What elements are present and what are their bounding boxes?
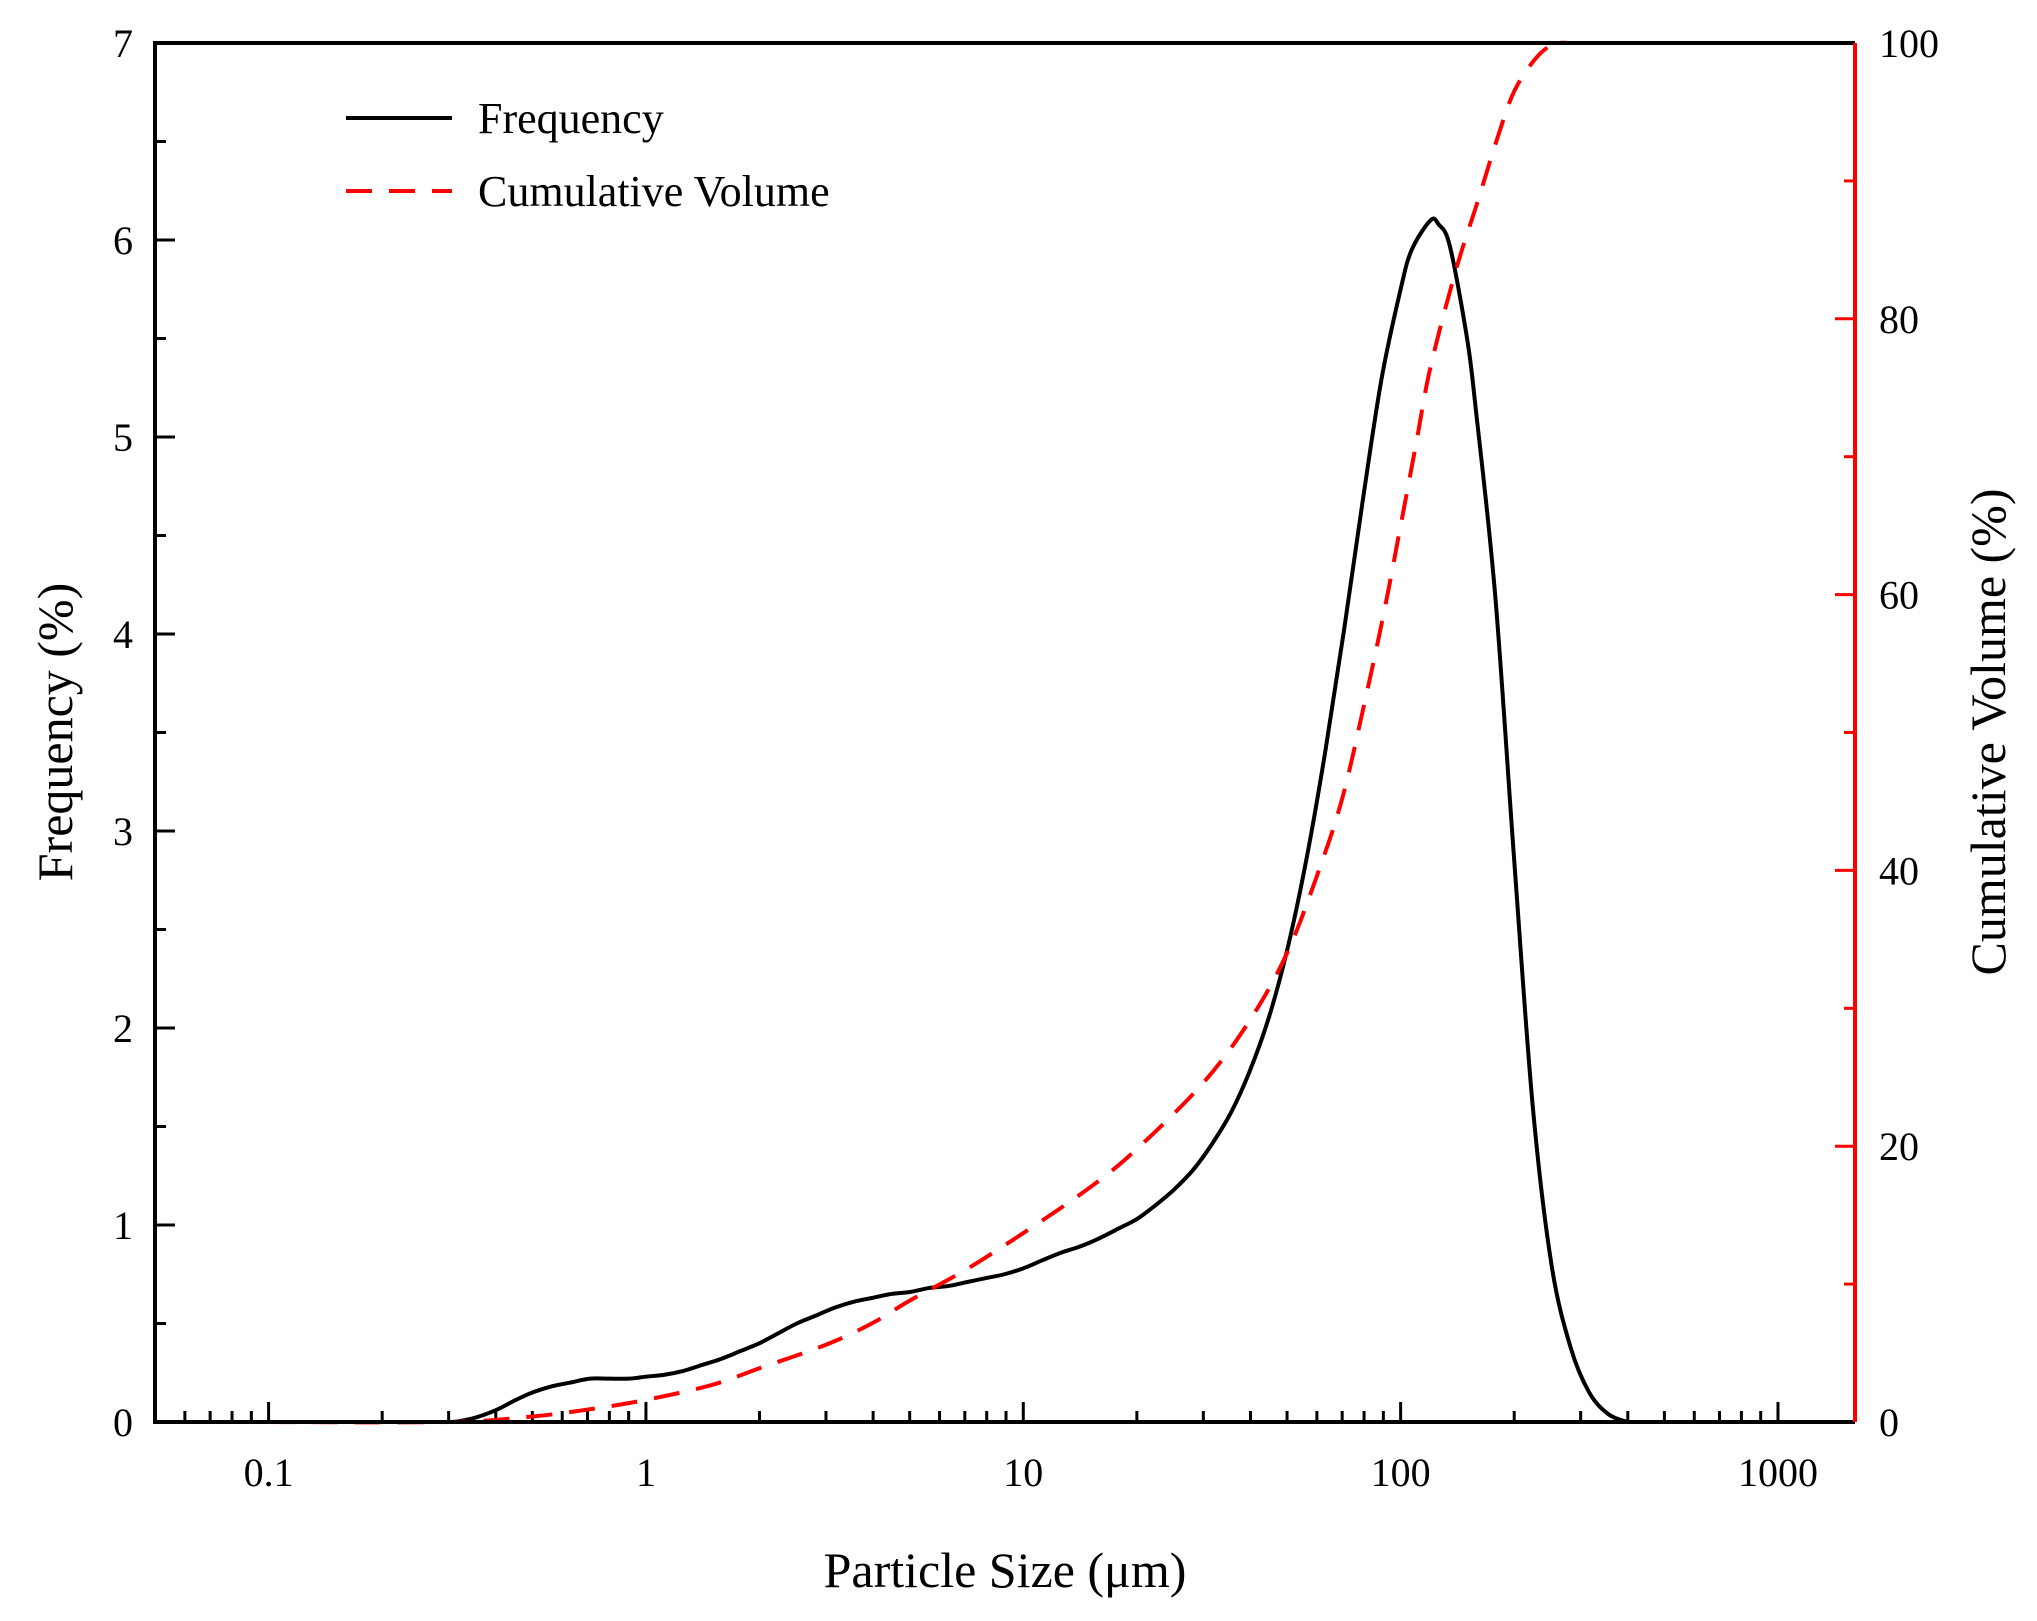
y-tick-label: 0 xyxy=(113,1400,133,1445)
x-tick-label: 1000 xyxy=(1738,1450,1818,1495)
y-tick-label: 4 xyxy=(113,612,133,657)
y2-axis-title: Cumulative Volume (%) xyxy=(1960,489,2016,976)
y-tick-label: 6 xyxy=(113,218,133,263)
x-tick-label: 10 xyxy=(1003,1450,1043,1495)
axis-ticks: 0.1 1 10 100 1000 0 1 2 3 4 5 6 7 0 20 40 60 80 100 xyxy=(113,21,1939,1495)
legend: Frequency Cumulative Volume xyxy=(346,94,830,216)
x-tick-label: 100 xyxy=(1371,1450,1431,1495)
x-tick-label: 0.1 xyxy=(244,1450,294,1495)
cumulative-volume-line xyxy=(268,40,1778,1425)
y-tick-label: 3 xyxy=(113,809,133,854)
y2-tick-label: 20 xyxy=(1879,1124,1919,1169)
x-axis-title: Particle Size (μm) xyxy=(824,1542,1187,1598)
y-tick-label: 1 xyxy=(113,1203,133,1248)
y2-tick-label: 100 xyxy=(1879,21,1939,66)
axes-frame xyxy=(153,41,1857,1424)
x-tick-label: 1 xyxy=(636,1450,656,1495)
y2-tick-label: 40 xyxy=(1879,848,1919,893)
frequency-line xyxy=(453,216,1628,1424)
y-tick-label: 2 xyxy=(113,1006,133,1051)
y2-tick-label: 80 xyxy=(1879,297,1919,342)
y2-tick-label: 60 xyxy=(1879,573,1919,618)
y-axis-title: Frequency (%) xyxy=(27,583,83,882)
y2-tick-label: 0 xyxy=(1879,1400,1899,1445)
y-tick-label: 5 xyxy=(113,415,133,460)
cumulative-series xyxy=(268,40,1778,1425)
legend-cumulative-label: Cumulative Volume xyxy=(478,167,830,216)
y-tick-label: 7 xyxy=(113,21,133,66)
frequency-series xyxy=(453,216,1628,1424)
legend-frequency-label: Frequency xyxy=(478,94,664,143)
